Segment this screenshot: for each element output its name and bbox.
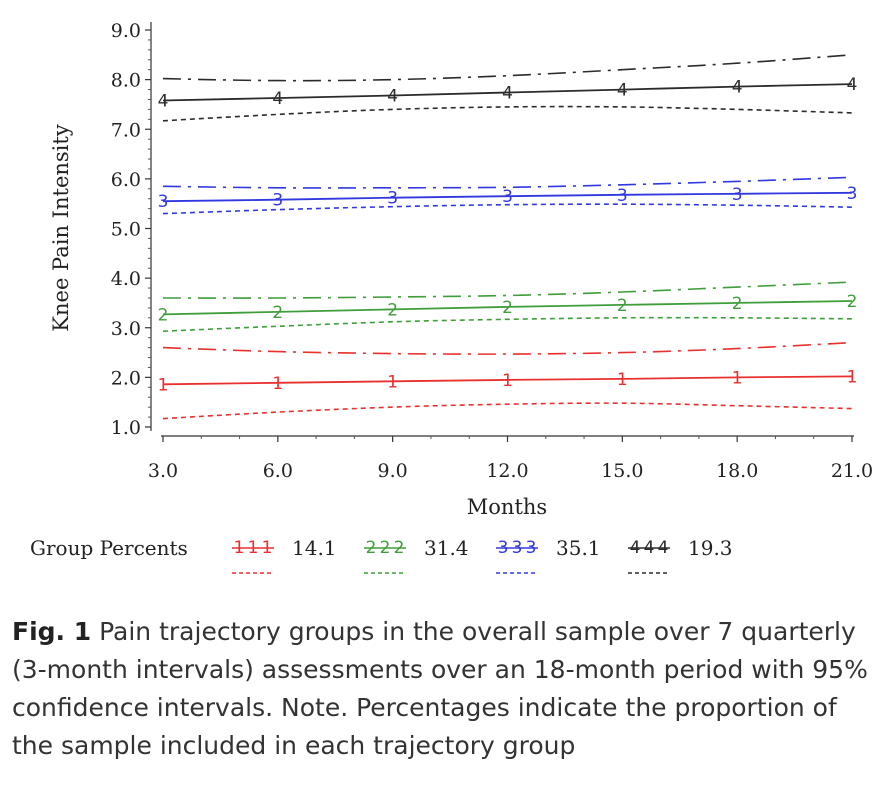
group-4-lower-ci-line bbox=[162, 105, 853, 122]
group-2-point-marker: 2 bbox=[387, 300, 398, 320]
group-4-legend-marker: 4 bbox=[658, 538, 669, 558]
group-3-point-marker: 3 bbox=[732, 185, 743, 205]
group-1-point-marker: 1 bbox=[617, 370, 628, 390]
group-2-point-marker: 2 bbox=[272, 303, 283, 323]
group-3-point-marker: 3 bbox=[617, 186, 628, 206]
figure-caption: Fig. 1 Pain trajectory groups in the ove… bbox=[12, 613, 878, 765]
caption-label: Fig. 1 bbox=[12, 617, 92, 646]
x-tick-label: 18.0 bbox=[716, 460, 758, 482]
group-4-point-marker: 4 bbox=[847, 75, 858, 95]
group-3-legend-marker: 3 bbox=[512, 538, 523, 558]
x-tick-label: 15.0 bbox=[601, 460, 643, 482]
group-1-legend-marker: 1 bbox=[262, 538, 273, 558]
group-3-upper-ci-line bbox=[162, 176, 853, 189]
group-1-legend-label: 14.1 bbox=[292, 536, 337, 560]
group-2-legend-marker: 2 bbox=[380, 538, 391, 558]
group-2-lower-ci-line bbox=[162, 316, 853, 332]
group-3-point-marker: 3 bbox=[387, 189, 398, 209]
group-1-point-marker: 1 bbox=[847, 367, 858, 387]
group-3-legend-label: 35.1 bbox=[556, 536, 601, 560]
trajectory-chart: 1.0 2.0 3.0 4.0 5.0 6.0 7.0 8.0 9.0 3.0 6.0 9.0 12.0… bbox=[30, 20, 873, 574]
caption-text: Pain trajectory groups in the overall sa… bbox=[12, 617, 868, 760]
x-tick-label: 21.0 bbox=[831, 460, 873, 482]
x-tick-label: 6.0 bbox=[263, 460, 293, 482]
y-tick-label: 3.0 bbox=[111, 318, 141, 340]
group-1-trajectory-line bbox=[162, 375, 853, 386]
group-3-point-marker: 3 bbox=[502, 187, 513, 207]
group-2-legend-label: 31.4 bbox=[424, 536, 469, 560]
group-3-legend-marker: 3 bbox=[526, 538, 537, 558]
y-tick-label: 7.0 bbox=[111, 119, 141, 141]
x-tick-label: 3.0 bbox=[148, 460, 178, 482]
y-tick-label: 5.0 bbox=[111, 219, 141, 241]
group-1-legend-marker: 1 bbox=[234, 538, 245, 558]
group-2-legend-marker: 2 bbox=[394, 538, 405, 558]
group-1-point-marker: 1 bbox=[272, 374, 283, 394]
y-tick-label: 4.0 bbox=[111, 268, 141, 290]
group-1-lower-ci-line bbox=[162, 402, 853, 420]
group-4-point-marker: 4 bbox=[272, 89, 283, 109]
group-1-point-marker: 1 bbox=[387, 372, 398, 392]
series-layer: 1 1 1 1 1 1 1 2 2 2 2 2 2 2 3 3 3 3 3 3 3 4 4 4 4 4 4 4 bbox=[158, 54, 858, 420]
axes: 1.0 2.0 3.0 4.0 5.0 6.0 7.0 8.0 9.0 3.0 6.0 9.0 12.0… bbox=[111, 20, 873, 482]
y-tick-label: 8.0 bbox=[111, 70, 141, 92]
group-1-legend-marker: 1 bbox=[248, 538, 259, 558]
x-tick-label: 9.0 bbox=[378, 460, 408, 482]
y-axis-title: Knee Pain Intensity bbox=[49, 124, 73, 332]
group-2-trajectory-line bbox=[162, 300, 853, 316]
group-2-upper-ci-line bbox=[162, 281, 853, 299]
group-2-point-marker: 2 bbox=[847, 292, 858, 312]
group-4-point-marker: 4 bbox=[617, 81, 628, 101]
group-2-legend-marker: 2 bbox=[366, 538, 377, 558]
group-2-point-marker: 2 bbox=[502, 298, 513, 318]
group-3-point-marker: 3 bbox=[272, 191, 283, 211]
group-4-legend-marker: 4 bbox=[644, 538, 655, 558]
legend: Group Percents 1 1 1 14.1 2 2 2 31.4 3 3 3 35.1 4 4 4 1… bbox=[30, 536, 733, 574]
group-1-upper-ci-line bbox=[162, 341, 853, 355]
group-4-upper-ci-line bbox=[162, 54, 853, 82]
group-4-point-marker: 4 bbox=[502, 84, 513, 104]
group-2-point-marker: 2 bbox=[617, 296, 628, 316]
group-4-point-marker: 4 bbox=[732, 78, 743, 98]
y-tick-label: 9.0 bbox=[111, 20, 141, 42]
group-4-point-marker: 4 bbox=[158, 91, 169, 111]
legend-title: Group Percents bbox=[30, 536, 188, 560]
group-3-trajectory-line bbox=[162, 191, 853, 203]
group-3-point-marker: 3 bbox=[158, 192, 169, 212]
group-3-legend-marker: 3 bbox=[498, 538, 509, 558]
x-axis-title: Months bbox=[467, 495, 547, 519]
group-4-point-marker: 4 bbox=[387, 87, 398, 107]
group-1-point-marker: 1 bbox=[158, 375, 169, 395]
group-2-point-marker: 2 bbox=[158, 305, 169, 325]
group-4-legend-marker: 4 bbox=[630, 538, 641, 558]
y-tick-label: 6.0 bbox=[111, 169, 141, 191]
y-tick-label: 1.0 bbox=[111, 417, 141, 439]
y-tick-label: 2.0 bbox=[111, 367, 141, 389]
group-4-legend-label: 19.3 bbox=[688, 536, 733, 560]
group-3-point-marker: 3 bbox=[847, 184, 858, 204]
x-tick-label: 12.0 bbox=[486, 460, 528, 482]
group-4-trajectory-line bbox=[162, 83, 853, 102]
group-3-lower-ci-line bbox=[162, 203, 853, 215]
group-1-point-marker: 1 bbox=[732, 368, 743, 388]
group-2-point-marker: 2 bbox=[732, 294, 743, 314]
group-1-point-marker: 1 bbox=[502, 371, 513, 391]
